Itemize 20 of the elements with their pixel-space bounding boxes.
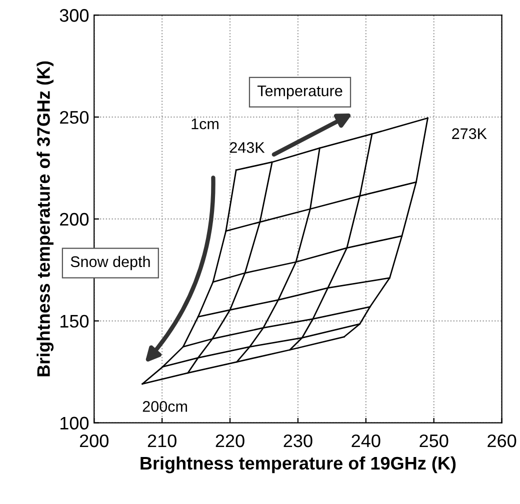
- y-tick-label: 300: [60, 9, 89, 22]
- annotation: 273K: [452, 128, 487, 140]
- annotation: 1cm: [192, 118, 218, 130]
- x-tick-label: 240: [352, 434, 380, 448]
- y-tick-label: 100: [60, 416, 89, 430]
- annotation: 200cm: [142, 401, 187, 412]
- annotation: Snow depth: [70, 256, 150, 270]
- y-tick-label: 150: [60, 314, 89, 328]
- x-tick-label: 200: [80, 434, 108, 448]
- annotation: 243K: [230, 142, 265, 153]
- x-tick-label: 260: [488, 434, 516, 448]
- x-tick-label: 220: [216, 434, 244, 448]
- x-axis-title: Brightness temperature of 19GHz (K): [140, 456, 456, 474]
- x-tick-label: 230: [284, 434, 312, 448]
- annotation: Temperature: [257, 86, 342, 100]
- y-tick-label: 250: [60, 110, 89, 124]
- y-axis-title: Brightness temperature of 37GHz (K): [36, 61, 54, 376]
- y-tick-label: 200: [60, 212, 89, 226]
- x-tick-label: 210: [148, 434, 176, 448]
- x-tick-label: 250: [420, 434, 448, 448]
